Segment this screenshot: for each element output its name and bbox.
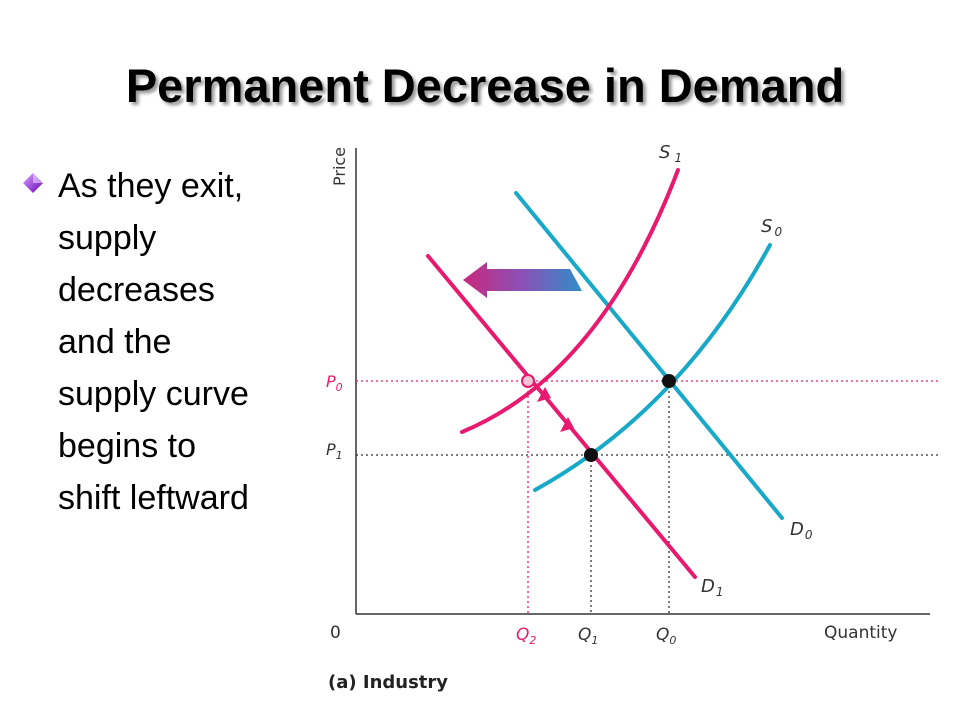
bullet-line: As they exit, xyxy=(58,167,244,205)
quantity-label-q0: Q0 xyxy=(656,625,676,647)
diamond-bullet-icon xyxy=(23,173,43,193)
equilibrium-point-new xyxy=(521,374,535,388)
x-axis-label: Quantity xyxy=(824,623,897,643)
movement-arrowhead xyxy=(560,417,574,432)
bullet-line: begins to xyxy=(58,427,196,465)
quantity-label-q1: Q1 xyxy=(578,625,598,647)
bullet-line: decreases xyxy=(58,271,215,309)
bullet-line: and the xyxy=(58,323,172,361)
bullet-text: As they exit, supply decreases and the s… xyxy=(58,160,249,524)
bullet-line: supply xyxy=(58,219,157,257)
supply-curve-s0 xyxy=(533,243,772,492)
demand-curve-d1 xyxy=(426,254,697,579)
curve-label-d1: D1 xyxy=(701,576,724,599)
price-label-p0: P0 xyxy=(326,372,343,394)
equilibrium-point-new-demand xyxy=(584,448,598,462)
origin-label: 0 xyxy=(330,623,341,643)
price-label-p1: P1 xyxy=(326,440,343,462)
quantity-label-q2: Q2 xyxy=(516,625,536,647)
y-axis-label: Price xyxy=(330,147,349,186)
supply-shift-arrow xyxy=(463,262,582,298)
panel-caption: (a) Industry xyxy=(328,672,448,693)
supply-curve-s1 xyxy=(460,168,680,434)
bullet-line: shift leftward xyxy=(58,479,249,517)
curve-label-d0: D0 xyxy=(790,519,813,542)
bullet-line: supply curve xyxy=(58,375,249,413)
movement-arrowhead xyxy=(537,387,551,402)
equilibrium-point-initial xyxy=(662,374,676,388)
demand-curve-d0 xyxy=(514,191,784,520)
slide-title: Permanent Decrease in Demand xyxy=(125,59,845,112)
